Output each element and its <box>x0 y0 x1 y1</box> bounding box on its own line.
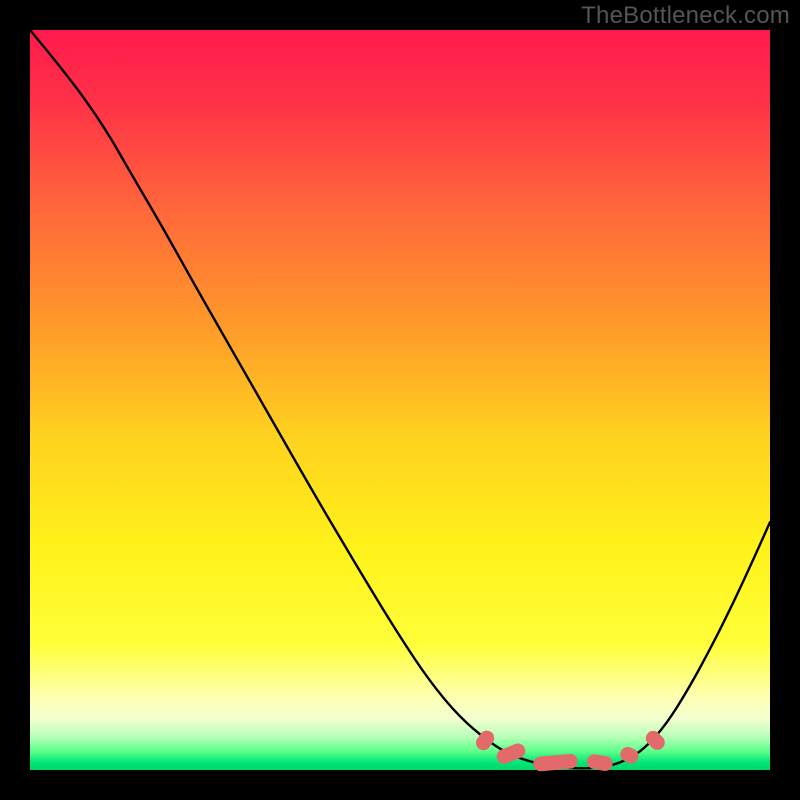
marker-pill <box>643 728 668 753</box>
chart-stage: TheBottleneck.com <box>0 0 800 800</box>
plot-overlay <box>30 30 770 770</box>
plot-area <box>30 30 770 770</box>
bottleneck-curve <box>30 30 770 768</box>
marker-group <box>473 728 668 772</box>
watermark-text: TheBottleneck.com <box>581 2 790 30</box>
marker-pill <box>495 741 528 766</box>
